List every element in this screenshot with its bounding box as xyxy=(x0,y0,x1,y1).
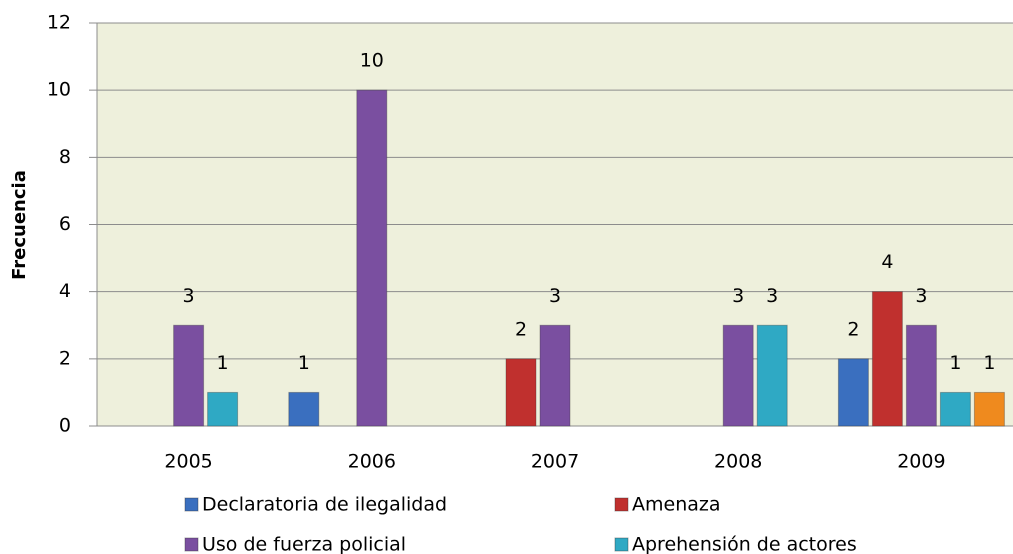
legend-label: Uso de fuerza policial xyxy=(202,534,406,554)
legend-label: Aprehensión de actores xyxy=(632,534,857,554)
y-tick-label: 8 xyxy=(59,146,71,168)
legend-swatch xyxy=(184,497,199,512)
bar xyxy=(207,391,239,427)
data-label: 3 xyxy=(183,285,195,307)
bar xyxy=(905,324,937,427)
legend-label: Amenaza xyxy=(632,494,721,516)
y-tick-label: 6 xyxy=(59,213,71,235)
data-label: 2 xyxy=(847,318,859,340)
y-tick-label: 12 xyxy=(47,12,71,34)
bar xyxy=(722,324,754,427)
bar xyxy=(288,391,320,427)
bar xyxy=(356,89,388,427)
x-tick-label: 2006 xyxy=(348,451,396,473)
y-tick-label: 10 xyxy=(47,79,71,101)
legend-swatch xyxy=(184,537,199,552)
bar xyxy=(973,391,1005,427)
bar xyxy=(505,358,537,427)
data-label: 10 xyxy=(360,50,384,72)
x-tick-label: 2009 xyxy=(897,451,945,473)
data-label: 1 xyxy=(298,352,310,374)
bar xyxy=(539,324,571,427)
data-label: 3 xyxy=(915,285,927,307)
data-label: 1 xyxy=(217,352,229,374)
x-tick-label: 2008 xyxy=(714,451,762,473)
data-label: 2 xyxy=(515,318,527,340)
y-tick-label: 4 xyxy=(59,280,71,302)
legend-label: Declaratoria de ilegalidad xyxy=(202,494,447,516)
bar xyxy=(173,324,205,427)
data-label: 1 xyxy=(949,352,961,374)
x-tick-label: 2005 xyxy=(164,451,212,473)
y-tick-label: 2 xyxy=(59,347,71,369)
y-tick-label: 0 xyxy=(59,415,71,437)
data-label: 4 xyxy=(881,251,893,273)
bar xyxy=(756,324,788,427)
data-label: 3 xyxy=(549,285,561,307)
legend-swatch xyxy=(614,537,629,552)
x-tick-label: 2007 xyxy=(531,451,579,473)
y-axis-label: Frecuencia xyxy=(9,170,30,280)
data-label: 3 xyxy=(732,285,744,307)
bar xyxy=(939,391,971,427)
bar xyxy=(837,358,869,427)
bar xyxy=(871,291,903,427)
legend-swatch xyxy=(614,497,629,512)
data-label: 3 xyxy=(766,285,778,307)
data-label: 1 xyxy=(983,352,995,374)
